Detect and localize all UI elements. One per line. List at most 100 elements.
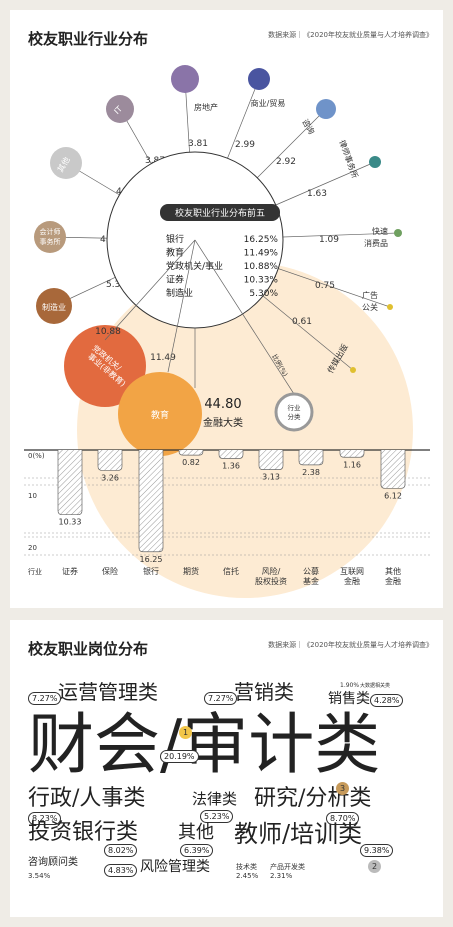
- finance-category-label: 其他: [385, 566, 401, 576]
- industry-bubble: [248, 68, 270, 90]
- pct-risk: 4.83%: [104, 864, 138, 877]
- legend-label-1: 行业: [288, 403, 302, 412]
- position-source: 数据来源｜《2020年校友就业质量与人才培养调查》: [268, 641, 433, 649]
- finance-category-label: 互联网: [340, 567, 364, 576]
- finance-bar: [298, 450, 324, 466]
- industry-bubble: [316, 99, 336, 119]
- legend-label-2: 分类: [288, 412, 302, 421]
- finance-bar-value: 1.36: [222, 462, 240, 471]
- finance-category-label: 风险/: [262, 566, 281, 576]
- top5-name: 银行: [166, 233, 184, 245]
- top5-name: 证券: [166, 274, 184, 286]
- industry-bubble: [106, 95, 134, 123]
- top5-value: 11.49%: [244, 249, 279, 259]
- word-accounting: 财会/审计类: [28, 706, 381, 783]
- industry-name: 快速: [372, 226, 388, 236]
- y-tick-label: 20: [28, 544, 37, 552]
- industry-value: 0.61: [292, 317, 312, 327]
- finance-bar-value: 16.25: [140, 555, 163, 564]
- finance-bar: [218, 450, 244, 459]
- pct-marketing: 7.27%: [204, 692, 238, 705]
- industry-bubble: [50, 147, 82, 179]
- word-admin: 行政/人事类: [28, 786, 146, 811]
- word-marketing: 营销类: [234, 680, 294, 704]
- industry-bubble: [394, 229, 402, 237]
- finance-label: 金融大类: [203, 416, 243, 429]
- industry-chart: 5.304.964.893.873.812.992.921.631.090.75…: [24, 65, 430, 598]
- finance-bar-value: 6.12: [384, 491, 402, 500]
- industry-name: 广告: [362, 290, 378, 300]
- finance-category-label: 股权投资: [255, 576, 287, 586]
- word-operations: 运营管理类: [58, 680, 158, 704]
- finance-bar-value: 3.26: [101, 473, 119, 482]
- pct-sales: 4.28%: [370, 694, 404, 707]
- pct-teacher: 9.38%: [360, 844, 394, 857]
- industry-value: 5.30: [106, 280, 126, 290]
- industry-name: 会计师: [40, 227, 61, 236]
- legend-circle: [274, 392, 314, 432]
- rank-3-badge: 3: [336, 782, 349, 795]
- edu-value: 11.49: [150, 353, 176, 363]
- finance-category-label: 金融: [344, 576, 360, 586]
- bubble-gov: [64, 325, 146, 407]
- top5-value: 16.25%: [244, 235, 279, 245]
- x-axis-label: 行业: [28, 567, 42, 576]
- top5-value: 10.88%: [244, 262, 279, 272]
- center-title: 校友职业行业分布前五: [175, 207, 265, 219]
- finance-bar: [138, 450, 164, 553]
- finance-category-label: 期货: [183, 566, 199, 576]
- top5-name: 党政机关/事业: [166, 260, 223, 272]
- pct-bigdata: 1.90%: [340, 682, 360, 689]
- industry-value: 3.81: [188, 139, 208, 149]
- finance-category-label: 基金: [303, 576, 319, 586]
- industry-value: 1.09: [319, 235, 339, 245]
- position-panel: 校友职业岗位分布 数据来源｜《2020年校友就业质量与人才培养调查》 运营管理类…: [10, 620, 443, 917]
- top5-value: 10.33%: [244, 276, 279, 286]
- pct-accounting: 20.19%: [160, 750, 199, 763]
- word-other: 其他: [178, 822, 214, 843]
- top5-name: 制造业: [166, 287, 193, 299]
- industry-name: 咨询: [300, 117, 317, 136]
- word-research: 研究/分析类: [254, 786, 372, 811]
- finance-bar-value: 10.33: [59, 518, 82, 527]
- industry-value: 1.63: [307, 189, 327, 199]
- top5-name: 教育: [166, 247, 184, 259]
- pct-operations: 7.27%: [28, 692, 62, 705]
- word-sales: 销售类: [328, 691, 370, 707]
- finance-bar-value: 1.16: [343, 460, 361, 469]
- finance-bar: [57, 450, 83, 516]
- word-legal: 法律类: [192, 790, 238, 808]
- finance-category-label: 信托: [223, 566, 239, 576]
- industry-name: IT: [112, 104, 124, 116]
- industry-value: 2.92: [276, 157, 296, 167]
- bubble-edu: [118, 372, 202, 456]
- industry-bubble: [387, 304, 393, 310]
- pct-research: 8.70%: [326, 812, 360, 825]
- industry-value: 2.99: [235, 140, 255, 150]
- finance-bar-value: 3.13: [262, 473, 280, 482]
- finance-category-label: 公募: [303, 566, 319, 576]
- word-risk: 风险管理类: [140, 859, 210, 875]
- finance-bar: [178, 450, 204, 456]
- pct-other: 6.39%: [180, 844, 214, 857]
- word-consulting: 咨询顾问类: [28, 857, 78, 868]
- industry-value: 0.75: [315, 281, 335, 291]
- pct-consulting: 3.54%: [28, 872, 51, 880]
- gov-value: 10.88: [95, 327, 121, 337]
- center-title-bg: [160, 204, 280, 221]
- top5-value: 5.30%: [249, 289, 278, 299]
- industry-name: 房地产: [194, 102, 218, 112]
- word-ib: 投资银行类: [28, 820, 139, 845]
- pct-admin: 8.23%: [28, 812, 62, 825]
- y-tick-label: 10: [28, 492, 37, 500]
- rank-1-badge: 1: [179, 726, 192, 739]
- finance-bar-value: 0.82: [182, 458, 200, 467]
- finance-category-label: 保险: [102, 566, 118, 576]
- industry-name: 商业/贸易: [251, 98, 286, 108]
- bubble-edu-label: 教育: [151, 409, 169, 421]
- pct-ib: 8.02%: [104, 844, 138, 857]
- industry-bubble: [369, 156, 381, 168]
- position-title: 校友职业岗位分布: [28, 640, 149, 658]
- pct-product: 2.31%: [270, 872, 293, 880]
- pct-legal: 5.23%: [200, 810, 234, 823]
